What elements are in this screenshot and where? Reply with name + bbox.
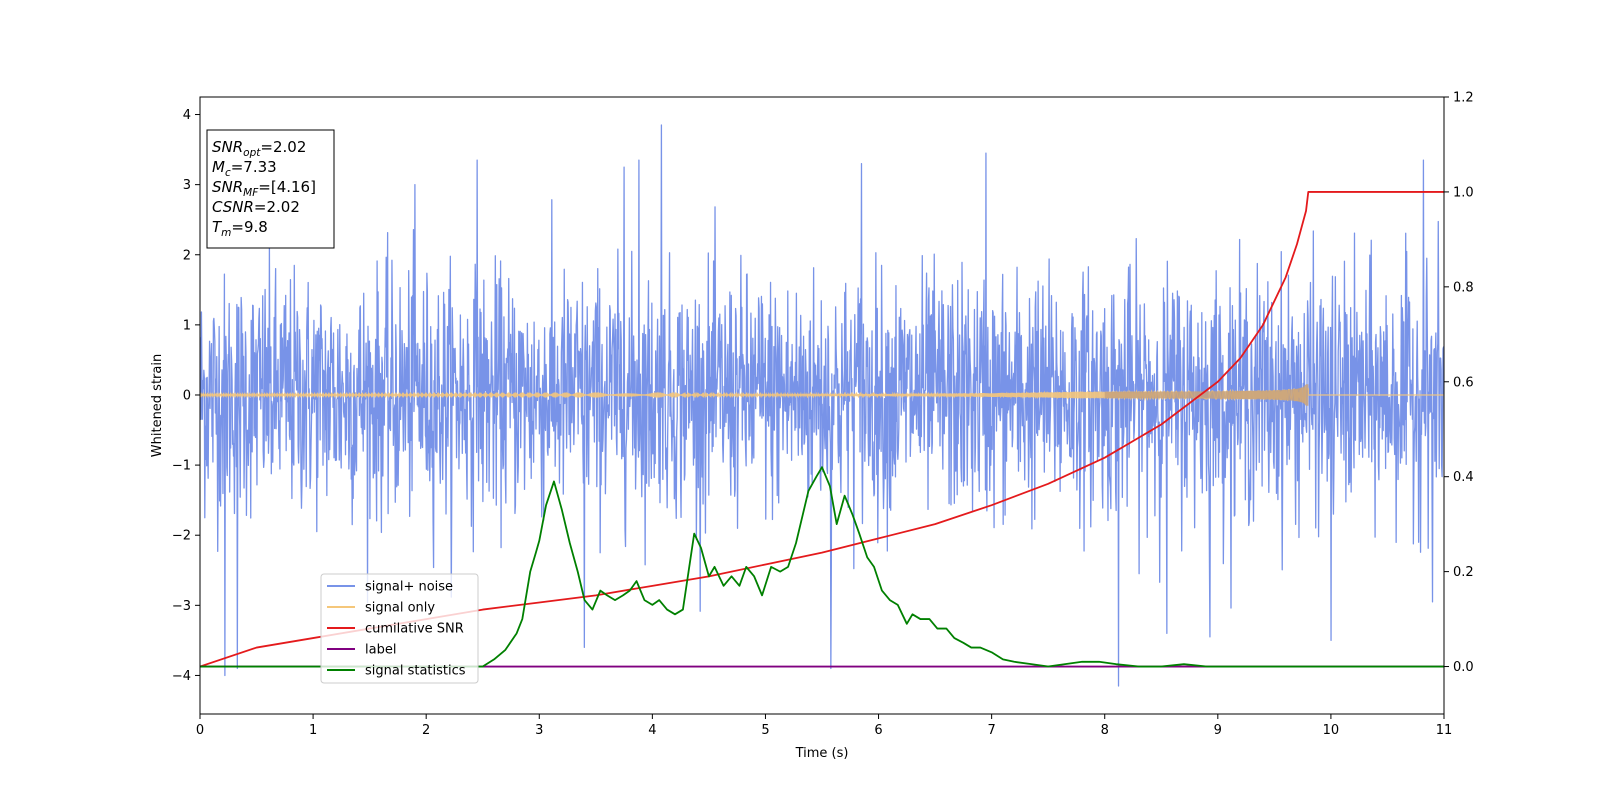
y2-tick-label: 0.8 xyxy=(1453,280,1474,295)
y2-tick-label: 1.2 xyxy=(1453,91,1474,106)
annotation-symbol: SNR xyxy=(212,138,243,156)
x-tick-label: 10 xyxy=(1323,723,1340,738)
annotation-subscript: MF xyxy=(243,187,259,199)
y-tick-label: 1 xyxy=(183,318,191,333)
x-tick-label: 5 xyxy=(761,723,769,738)
legend-label: label xyxy=(365,643,396,658)
y2-tick-label: 0.2 xyxy=(1453,565,1474,580)
x-tick-label: 3 xyxy=(535,723,543,738)
x-tick-label: 11 xyxy=(1436,723,1453,738)
y-tick-label: −3 xyxy=(172,599,191,614)
annotation-frame xyxy=(206,129,335,249)
annotation-subscript: opt xyxy=(243,147,261,159)
annotation-line: Tm=9.8 xyxy=(212,218,268,239)
legend: signal+ noise signal only cumilative SNR la… xyxy=(320,573,479,684)
y2-tick-label: 0.6 xyxy=(1453,375,1474,390)
legend-label: signal+ noise xyxy=(365,580,453,595)
legend-label: cumilative SNR xyxy=(365,622,464,637)
annotation-symbol: SNR xyxy=(212,178,243,196)
legend-label: signal statistics xyxy=(365,664,466,679)
y-tick-label: −1 xyxy=(172,459,191,474)
annotation-value: =9.8 xyxy=(231,218,267,236)
x-tick-label: 7 xyxy=(987,723,995,738)
y2-tick-label: 0.0 xyxy=(1453,660,1474,675)
annotation-value: =7.33 xyxy=(231,158,277,176)
annotation-line: SNRMF=[4.16] xyxy=(212,178,316,199)
y-axis-label: Whitened strain xyxy=(150,354,165,457)
x-tick-label: 2 xyxy=(422,723,430,738)
y2-tick-label: 1.0 xyxy=(1453,185,1474,200)
y-tick-label: 2 xyxy=(183,248,191,263)
annotation-line: Mc=7.33 xyxy=(212,158,277,179)
y-tick-label: 0 xyxy=(183,388,191,403)
x-tick-label: 0 xyxy=(196,723,204,738)
annotation-value: =2.02 xyxy=(254,198,300,216)
legend-label: signal only xyxy=(365,601,435,616)
annotation-line: CSNR=2.02 xyxy=(212,198,300,216)
plot-frame xyxy=(199,96,1445,715)
x-tick-label: 6 xyxy=(874,723,882,738)
annotation-symbol: CSNR xyxy=(212,198,254,216)
x-axis-label: Time (s) xyxy=(795,746,849,761)
annotation-line: SNRopt=2.02 xyxy=(212,138,306,159)
y-tick-label: −4 xyxy=(172,669,191,684)
x-tick-label: 8 xyxy=(1101,723,1109,738)
annotation-value: =2.02 xyxy=(260,138,306,156)
annotation-symbol: M xyxy=(212,158,225,176)
x-tick-label: 9 xyxy=(1214,723,1222,738)
y2-tick-label: 0.4 xyxy=(1453,470,1474,485)
y-tick-label: −2 xyxy=(172,529,191,544)
annotation-subscript: m xyxy=(221,227,231,239)
series-signal-noise-line xyxy=(200,124,1444,687)
annotation-subscript: c xyxy=(225,167,231,179)
annotation-box: SNRopt=2.02Mc=7.33SNRMF=[4.16]CSNR=2.02T… xyxy=(206,129,335,249)
y-tick-label: 3 xyxy=(183,178,191,193)
x-tick-label: 1 xyxy=(309,723,317,738)
annotation-value: =[4.16] xyxy=(258,178,316,196)
legend-frame xyxy=(320,573,479,684)
y-tick-label: 4 xyxy=(183,108,191,123)
series-signal-only-envelope xyxy=(1104,384,1309,406)
series-signal-statistics-line xyxy=(200,466,1444,668)
annotation-symbol: T xyxy=(212,218,223,236)
x-tick-label: 4 xyxy=(648,723,656,738)
